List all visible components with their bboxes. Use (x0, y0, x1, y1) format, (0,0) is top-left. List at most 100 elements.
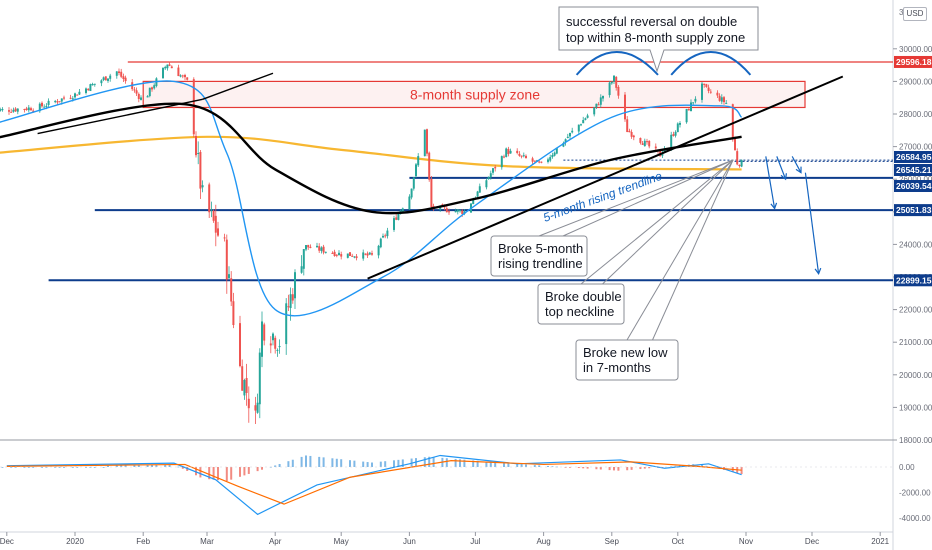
macd-histogram-bar-110 (331, 458, 334, 467)
price-level-tag-label-2: 26545.21 (896, 165, 932, 175)
candle-body-215 (654, 146, 657, 149)
candle-body-181 (549, 157, 552, 161)
candle-body-121 (364, 253, 367, 255)
macd-histogram-bar-166 (503, 462, 505, 467)
candle-body-158 (476, 191, 479, 197)
upper-left-trendline (37, 98, 203, 135)
candle-body-55 (162, 67, 164, 79)
candle-body-127 (382, 235, 384, 238)
callout-neckline-break-pointer-a (580, 159, 734, 285)
candle-body-91 (272, 333, 274, 341)
candle-body-82 (243, 379, 246, 396)
projected-move-arrowhead-3 (814, 267, 822, 275)
candle-body-77 (228, 274, 230, 279)
price-tick-label-0: 30000.00 (899, 45, 932, 54)
macd-histogram-bar-42 (120, 465, 123, 467)
macd-histogram-bar-44 (124, 465, 127, 467)
candle-body-180 (547, 159, 549, 162)
macd-histogram-bar-106 (318, 456, 321, 467)
candle-body-173 (522, 155, 525, 157)
candle-body-85 (254, 405, 257, 411)
candle-body-33 (91, 84, 94, 86)
macd-histogram-bar-100 (300, 456, 303, 467)
macd-histogram-bar-140 (423, 457, 426, 467)
price-level-tag-5 (894, 274, 932, 287)
price-tick-label-8: 22000.00 (899, 306, 932, 315)
candle-body-16 (41, 102, 43, 107)
candle-body-167 (505, 148, 508, 157)
candle-body-228 (692, 102, 695, 104)
candle-body-39 (109, 75, 112, 79)
macd-histogram-bar-26 (71, 467, 74, 468)
price-level-tag-2 (894, 164, 932, 176)
callout-neckline-break-box (537, 283, 625, 325)
macd-line (6, 454, 742, 516)
price-level-tag-label-0: 29596.18 (896, 57, 932, 67)
candle-body-101 (302, 249, 305, 269)
candle-body-88 (261, 321, 263, 357)
candle-body-136 (410, 188, 413, 198)
macd-histogram-bar-230 (701, 464, 703, 467)
candle-body-51 (148, 87, 151, 97)
macd-histogram-bar-24 (63, 467, 65, 468)
candle-body-11 (25, 108, 28, 110)
candle-body-19 (47, 100, 50, 105)
candle-body-83 (245, 377, 248, 393)
macd-histogram-bar-120 (362, 461, 365, 467)
macd-histogram-bar-58 (168, 464, 171, 467)
currency-badge[interactable]: USD (903, 7, 927, 21)
macd-histogram-bar-154 (463, 459, 466, 467)
candle-body-41 (118, 71, 120, 74)
candle-body-26 (71, 98, 74, 100)
macd-histogram-bar-174 (525, 464, 527, 467)
callout-new-low-line-0: Broke new low (583, 345, 668, 360)
candle-body-103 (307, 244, 310, 248)
macd-histogram-bar-158 (476, 460, 479, 467)
candle-body-30 (85, 88, 87, 93)
macd-histogram-bar-78 (230, 467, 233, 480)
macd-histogram-bar-192 (582, 467, 585, 469)
candle-body-68 (199, 151, 202, 189)
macd-histogram-bar-198 (599, 467, 602, 470)
candle-body-185 (562, 142, 565, 147)
time-tick-label-8: Aug (536, 537, 550, 546)
candle-body-72 (212, 210, 215, 221)
candle-body-207 (628, 130, 631, 133)
macd-histogram-bar-92 (274, 465, 277, 467)
candle-body-53 (153, 85, 156, 89)
candle-body-44 (124, 77, 127, 82)
candle-body-148 (445, 208, 448, 213)
macd-histogram-bar-204 (617, 467, 620, 471)
candle-body-8 (14, 108, 17, 112)
macd-histogram-bar-86 (256, 467, 259, 472)
macd-histogram-bar-38 (107, 465, 109, 467)
candle-body-192 (582, 120, 585, 124)
price-tick-label-top: 3 (899, 8, 904, 17)
macd-histogram-bar-162 (489, 461, 492, 467)
candle-body-182 (551, 155, 554, 158)
macd-histogram-bar-28 (76, 467, 79, 468)
candle-body-134 (401, 208, 404, 212)
macd-histogram-bar-142 (428, 456, 431, 467)
candle-body-92 (274, 337, 277, 349)
candle-body-221 (672, 134, 675, 136)
candle-body-129 (386, 230, 389, 237)
candle-body-119 (355, 256, 358, 259)
candle-body-169 (509, 150, 512, 154)
macd-histogram-bar-186 (564, 467, 567, 468)
candle-body-126 (379, 238, 382, 248)
candle-body-194 (586, 115, 589, 118)
macd-histogram-bar-152 (459, 459, 461, 467)
candle-body-141 (426, 129, 428, 154)
candle-body-165 (500, 156, 503, 168)
time-tick-label-11: Nov (739, 537, 753, 546)
macd-histogram-bar-196 (595, 467, 598, 470)
candle-body-9 (16, 108, 19, 112)
candle-body-218 (661, 153, 664, 156)
candle-body-14 (32, 110, 35, 112)
macd-histogram-bar-36 (102, 467, 105, 468)
candle-body-96 (287, 306, 290, 308)
macd-histogram-bar-54 (155, 464, 158, 467)
